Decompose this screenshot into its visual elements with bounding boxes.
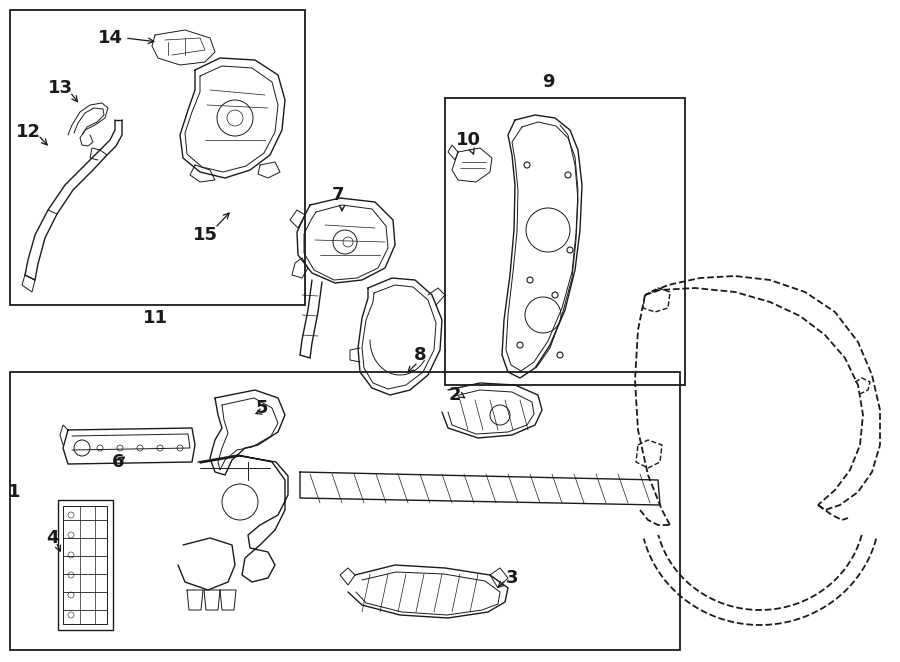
Bar [10, 372, 680, 650]
Text: 1: 1 [8, 483, 21, 501]
Text: 5: 5 [256, 399, 268, 417]
Text: 14: 14 [97, 29, 122, 47]
Text: 4: 4 [46, 529, 58, 547]
Text: 2: 2 [449, 386, 462, 404]
Bar [10, 10, 305, 305]
Text: 8: 8 [414, 346, 427, 364]
Text: 11: 11 [142, 309, 167, 327]
Text: 12: 12 [15, 123, 40, 141]
Text: 13: 13 [48, 79, 73, 97]
Text: 9: 9 [542, 73, 554, 91]
Text: 10: 10 [455, 131, 481, 149]
Bar [63, 506, 107, 624]
Text: 15: 15 [193, 226, 218, 244]
Bar [58, 500, 113, 630]
Text: 6: 6 [112, 453, 124, 471]
Text: 3: 3 [506, 569, 518, 587]
Bar [445, 98, 685, 385]
Text: 7: 7 [332, 186, 345, 204]
